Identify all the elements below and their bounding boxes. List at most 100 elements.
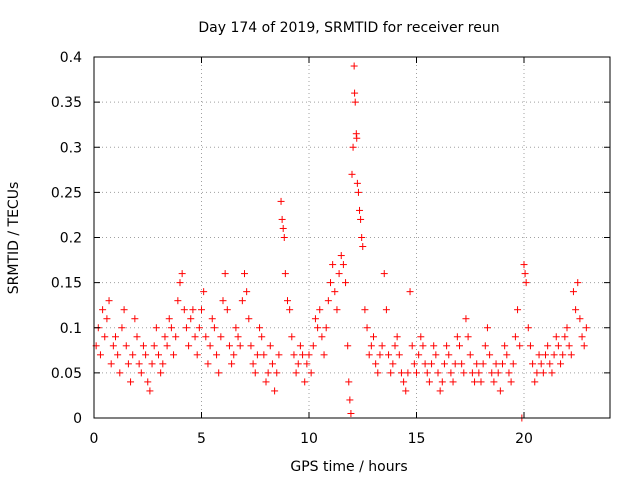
data-point [241, 270, 248, 278]
data-point [208, 315, 216, 323]
data-point [511, 333, 519, 341]
data-point [419, 342, 427, 350]
data-point [552, 333, 560, 341]
data-point [346, 396, 354, 404]
data-point [557, 360, 565, 368]
data-point [176, 279, 184, 287]
data-point [290, 351, 298, 359]
data-point [471, 378, 479, 386]
data-point [234, 333, 242, 341]
data-point [432, 351, 440, 359]
data-point [421, 360, 429, 368]
data-point [349, 143, 357, 151]
x-tick-label: 15 [408, 431, 426, 447]
data-point [563, 324, 571, 332]
data-point [281, 270, 289, 278]
data-point [292, 369, 300, 377]
data-point [559, 351, 567, 359]
data-point [357, 215, 365, 223]
data-point [486, 351, 494, 359]
data-point [447, 369, 455, 377]
data-point [213, 351, 221, 359]
data-point [324, 297, 332, 305]
data-point [475, 369, 483, 377]
data-point [572, 306, 580, 314]
data-point [569, 288, 577, 296]
data-point [578, 333, 586, 341]
data-point [453, 333, 461, 341]
chart-title: Day 174 of 2019, SRMTID for receiver reu… [198, 20, 499, 36]
data-point [359, 243, 367, 251]
data-point [440, 360, 448, 368]
data-point [479, 360, 487, 368]
data-point [494, 369, 502, 377]
data-point [243, 288, 251, 296]
data-point [109, 342, 117, 350]
data-point [142, 351, 150, 359]
data-point [299, 351, 307, 359]
data-point [303, 360, 311, 368]
data-point [370, 333, 377, 341]
data-point [458, 360, 466, 368]
data-point [275, 351, 283, 359]
data-point [464, 333, 472, 341]
data-point [374, 369, 382, 377]
data-point [157, 369, 165, 377]
data-point [174, 297, 182, 305]
data-point [185, 342, 193, 350]
data-point [129, 351, 137, 359]
data-point [155, 351, 162, 359]
data-point [385, 351, 393, 359]
data-point [408, 342, 416, 350]
data-point [350, 62, 358, 70]
data-point [329, 261, 337, 269]
data-point [567, 351, 575, 359]
data-point [307, 369, 315, 377]
data-point [148, 360, 156, 368]
data-point [356, 206, 364, 214]
data-point [542, 351, 549, 359]
x-axis-label: GPS time / hours [290, 459, 407, 475]
data-point [105, 297, 113, 305]
data-point [550, 351, 558, 359]
y-tick-label: 0.4 [60, 50, 82, 66]
data-point [118, 324, 126, 332]
data-point [230, 351, 238, 359]
data-point [277, 197, 285, 205]
data-point [516, 342, 524, 350]
data-point [337, 252, 345, 260]
data-point [561, 333, 569, 341]
data-point [301, 378, 309, 386]
data-point [526, 342, 534, 350]
data-point [253, 351, 261, 359]
data-point [161, 333, 169, 341]
data-point [529, 360, 537, 368]
data-point [460, 369, 468, 377]
y-tick-label: 0.1 [60, 321, 82, 337]
data-point [488, 369, 496, 377]
data-point [546, 360, 554, 368]
data-point [533, 369, 541, 377]
data-point [372, 360, 380, 368]
data-point [327, 279, 334, 287]
data-point [311, 315, 319, 323]
data-point [159, 360, 167, 368]
data-point [522, 279, 530, 287]
y-tick-label: 0.35 [51, 95, 82, 111]
data-point [358, 234, 366, 241]
data-point [505, 369, 513, 377]
data-point [565, 342, 573, 350]
data-point [466, 351, 474, 359]
data-point [131, 315, 139, 323]
data-point [264, 369, 272, 377]
data-point [116, 369, 124, 377]
data-point [219, 297, 227, 305]
data-point [278, 215, 286, 223]
data-point [127, 378, 135, 386]
x-tick-label: 5 [197, 431, 206, 447]
data-point [262, 378, 270, 386]
data-point [135, 360, 143, 368]
data-point [365, 351, 373, 359]
data-point [245, 315, 253, 323]
data-point [430, 342, 438, 350]
